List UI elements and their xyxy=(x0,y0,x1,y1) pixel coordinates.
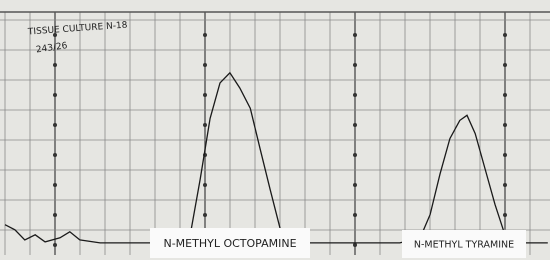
grid-dot xyxy=(353,153,357,157)
grid-dot xyxy=(53,93,57,97)
grid-dot xyxy=(503,183,507,187)
grid-dot xyxy=(353,213,357,217)
grid-dot xyxy=(503,153,507,157)
grid-dot xyxy=(503,33,507,37)
grid-dot xyxy=(53,63,57,67)
grid-dot xyxy=(53,213,57,217)
grid-dot xyxy=(53,183,57,187)
peak-label: N-METHYL TYRAMINE xyxy=(414,240,514,251)
chart-paper xyxy=(0,0,550,260)
grid-dot xyxy=(53,243,57,247)
grid-dot xyxy=(203,33,207,37)
grid-dot xyxy=(503,93,507,97)
grid-dot xyxy=(353,183,357,187)
grid-dot xyxy=(353,93,357,97)
grid-dot xyxy=(203,213,207,217)
grid-dot xyxy=(353,243,357,247)
grid-dot xyxy=(203,123,207,127)
grid-dot xyxy=(53,123,57,127)
grid-dot xyxy=(503,213,507,217)
chart: TISSUE CULTURE N-18 243/26 N-METHYL OCTO… xyxy=(0,0,550,260)
grid-dot xyxy=(503,63,507,67)
grid-dot xyxy=(203,183,207,187)
grid-dot xyxy=(203,63,207,67)
grid-dot xyxy=(53,153,57,157)
grid-dot xyxy=(203,93,207,97)
grid-dot xyxy=(503,123,507,127)
grid-dot xyxy=(353,33,357,37)
grid-dot xyxy=(353,63,357,67)
peak-label: N-METHYL OCTOPAMINE xyxy=(163,237,296,250)
grid-dot xyxy=(353,123,357,127)
